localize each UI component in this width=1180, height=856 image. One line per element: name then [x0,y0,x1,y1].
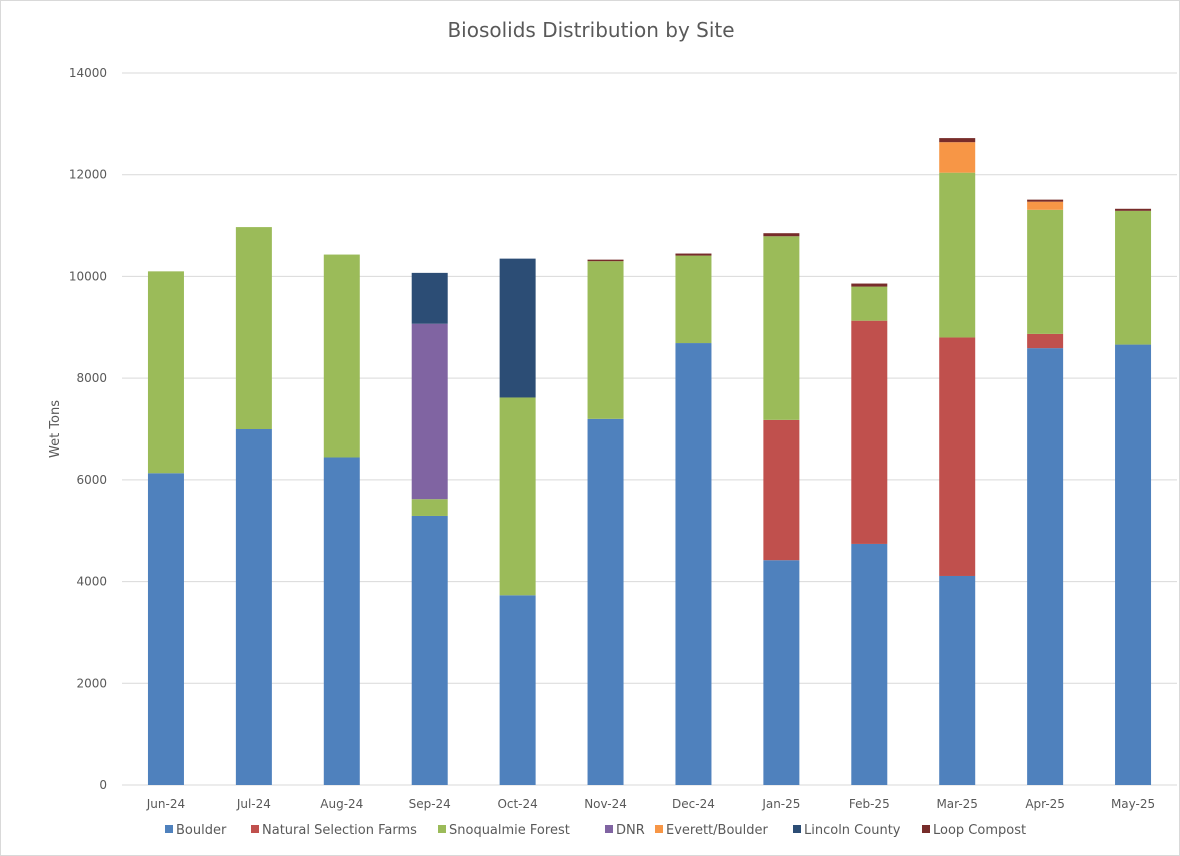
bar-segment [763,419,800,561]
bar-segment [1027,201,1064,210]
y-tick-label: 14000 [69,66,107,80]
gridlines [122,72,1177,786]
x-tick-label: Nov-24 [584,797,627,811]
x-axis-ticks: Jun-24 Jul-24 Aug-24 Sep-24 Oct-24 Nov-24 Dec-… [146,797,1155,811]
legend-item: Lincoln County [793,823,901,838]
x-tick-label: Aug-24 [320,797,363,811]
bar-segment [851,543,888,785]
y-tick-label: 0 [99,778,107,792]
x-tick-label: Dec-24 [672,797,715,811]
legend-label: Lincoln County [804,823,901,838]
bar-segment [1027,209,1064,334]
x-tick-label: Apr-25 [1025,797,1065,811]
legend: Boulder Natural Selection Farms Snoqualmie… [165,823,1026,838]
x-tick-label: Jan-25 [761,797,800,811]
bar-segment [235,227,272,429]
bar-segment [411,323,448,500]
bar-segment [939,575,976,785]
y-tick-label: 6000 [76,473,107,487]
legend-label: Boulder [176,823,227,838]
y-tick-label: 2000 [76,676,107,690]
bars [147,138,1152,785]
bar-segment [675,343,712,785]
legend-item: DNR [605,823,645,838]
y-axis-ticks: 0 2000 4000 6000 8000 10000 12000 14000 [69,66,107,792]
legend-label: Natural Selection Farms [262,823,417,838]
legend-label: Loop Compost [933,823,1026,838]
legend-swatch [655,825,663,833]
bar-segment [763,560,800,785]
bar-segment [1027,199,1064,202]
bar-segment [1027,348,1064,785]
y-tick-label: 4000 [76,575,107,589]
x-tick-label: Sep-24 [409,797,451,811]
bar-segment [1115,344,1152,785]
bar-segment [587,418,624,785]
bar-segment [851,283,888,287]
legend-item: Everett/Boulder [655,823,769,838]
bar-segment [499,397,536,596]
x-tick-label: Jun-24 [146,797,185,811]
legend-swatch [438,825,446,833]
bar-segment [851,320,888,544]
x-tick-label: Feb-25 [849,797,890,811]
y-tick-label: 8000 [76,371,107,385]
legend-label: Everett/Boulder [666,823,769,838]
bar-segment [851,286,888,321]
bar-segment [587,261,624,419]
bar-segment [763,233,800,237]
legend-swatch [605,825,613,833]
bar-segment [939,142,976,173]
bar-segment [323,254,360,458]
y-axis-label: Wet Tons [48,400,63,458]
legend-label: Snoqualmie Forest [449,823,570,838]
bar-segment [147,473,184,785]
bar-segment [411,272,448,324]
bar-segment [939,337,976,576]
x-tick-label: May-25 [1111,797,1155,811]
bar-segment [147,271,184,474]
legend-swatch [165,825,173,833]
bar-segment [763,236,800,420]
bar-segment [939,172,976,338]
bar-segment [939,138,976,143]
bar-segment [499,595,536,785]
bar-segment [235,429,272,785]
legend-item: Boulder [165,823,227,838]
legend-item: Loop Compost [922,823,1026,838]
y-tick-label: 12000 [69,168,107,182]
legend-item: Snoqualmie Forest [438,823,570,838]
x-tick-label: Mar-25 [936,797,977,811]
legend-swatch [251,825,259,833]
legend-item: Natural Selection Farms [251,823,417,838]
bar-segment [675,255,712,344]
legend-swatch [793,825,801,833]
bar-segment [587,259,624,262]
x-tick-label: Jul-24 [236,797,271,811]
x-tick-label: Oct-24 [497,797,537,811]
bar-segment [1115,208,1152,211]
bar-segment [1027,333,1064,349]
bar-segment [411,499,448,516]
bar-segment [499,258,536,398]
bar-segment [411,515,448,785]
bar-segment [1115,210,1152,345]
legend-swatch [922,825,930,833]
bar-segment [323,457,360,785]
chart-title: Biosolids Distribution by Site [447,18,734,42]
legend-label: DNR [616,823,645,838]
bar-segment [675,253,712,256]
y-tick-label: 10000 [69,269,107,283]
